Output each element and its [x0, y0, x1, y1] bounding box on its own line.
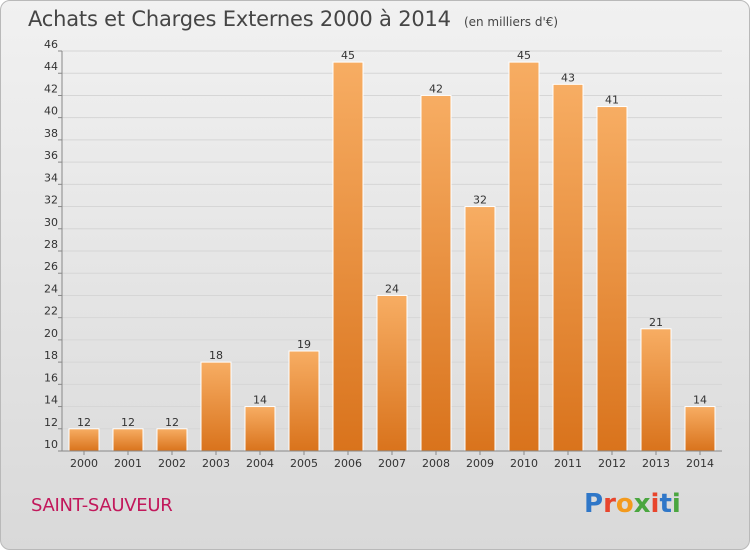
x-tick-label: 2014	[686, 457, 714, 470]
x-tick-label: 2007	[378, 457, 406, 470]
data-label: 45	[517, 49, 531, 62]
x-tick-label: 2008	[422, 457, 450, 470]
x-tick-label: 2004	[246, 457, 274, 470]
y-tick-label: 16	[44, 371, 58, 384]
x-tick-label: 2001	[114, 457, 142, 470]
y-tick-label: 32	[44, 194, 58, 207]
title-row: Achats et Charges Externes 2000 à 2014 (…	[28, 7, 558, 31]
bar-2007	[376, 294, 408, 452]
x-tick-label: 2010	[510, 457, 538, 470]
bars	[68, 61, 716, 452]
proxiti-logo[interactable]: Proxiti	[584, 489, 681, 519]
data-label: 19	[297, 338, 311, 351]
data-label: 45	[341, 49, 355, 62]
bar-2000	[68, 428, 100, 452]
bar-2008	[420, 94, 452, 452]
commune-name: SAINT-SAUVEUR	[31, 495, 173, 516]
x-tick-label: 2000	[70, 457, 98, 470]
y-tick-label: 34	[44, 171, 58, 184]
x-tick-label: 2011	[554, 457, 582, 470]
logo-letter: t	[659, 489, 672, 519]
data-label: 18	[209, 349, 223, 362]
bar-2003	[200, 361, 232, 452]
bar-2002	[156, 428, 188, 452]
y-tick-label: 14	[44, 394, 58, 407]
data-label: 32	[473, 194, 487, 207]
data-label: 12	[77, 416, 91, 429]
x-tick-label: 2002	[158, 457, 186, 470]
labels: 12 2000 12 2001 12 2002 18 2003 14 2004 19 2005 45 20…	[70, 49, 714, 470]
data-label: 21	[649, 316, 663, 329]
bar-2011	[552, 83, 584, 452]
bar-2005	[288, 350, 320, 452]
y-tick-label: 46	[44, 38, 58, 51]
logo-letter: P	[584, 489, 604, 519]
y-tick-label: 20	[44, 327, 58, 340]
logo-letter: r	[603, 489, 616, 519]
chart-subtitle: (en milliers d'€)	[463, 15, 559, 29]
x-tick-label: 2012	[598, 457, 626, 470]
bar-2006	[332, 61, 364, 452]
y-tick-label: 36	[44, 149, 58, 162]
logo-letter: i	[671, 489, 681, 519]
bar-2014	[684, 406, 716, 452]
logo-letter: o	[615, 489, 634, 519]
y-tick-label: 18	[44, 349, 58, 362]
bar-2013	[640, 328, 672, 452]
y-tick-label: 22	[44, 305, 58, 318]
x-tick-label: 2003	[202, 457, 230, 470]
axes: 10 12 14 16 18 20 22 24 26 28 30 32 34 36 38 40 42 44 46	[44, 38, 722, 455]
y-tick-label: 10	[44, 438, 58, 451]
logo-letter: i	[650, 489, 660, 519]
data-label: 12	[165, 416, 179, 429]
bar-2009	[464, 206, 496, 452]
y-tick-label: 28	[44, 238, 58, 251]
y-tick-label: 30	[44, 216, 58, 229]
x-tick-label: 2009	[466, 457, 494, 470]
bar-2010	[508, 61, 540, 452]
bar-2001	[112, 428, 144, 452]
x-tick-label: 2006	[334, 457, 362, 470]
bar-2004	[244, 406, 276, 452]
bar-2012	[596, 106, 628, 452]
chart-title: Achats et Charges Externes 2000 à 2014	[28, 7, 451, 31]
y-tick-label: 40	[44, 105, 58, 118]
y-tick-label: 42	[44, 82, 58, 95]
logo-letter: x	[633, 489, 651, 519]
data-label: 14	[253, 394, 267, 407]
data-label: 24	[385, 282, 399, 295]
data-label: 42	[429, 82, 443, 95]
y-tick-label: 44	[44, 60, 58, 73]
data-label: 43	[561, 71, 575, 84]
y-tick-label: 38	[44, 127, 58, 140]
x-tick-label: 2013	[642, 457, 670, 470]
x-tick-label: 2005	[290, 457, 318, 470]
data-label: 14	[693, 394, 707, 407]
y-tick-label: 12	[44, 416, 58, 429]
data-label: 12	[121, 416, 135, 429]
y-tick-label: 24	[44, 282, 58, 295]
y-tick-label: 26	[44, 260, 58, 273]
data-label: 41	[605, 94, 619, 107]
